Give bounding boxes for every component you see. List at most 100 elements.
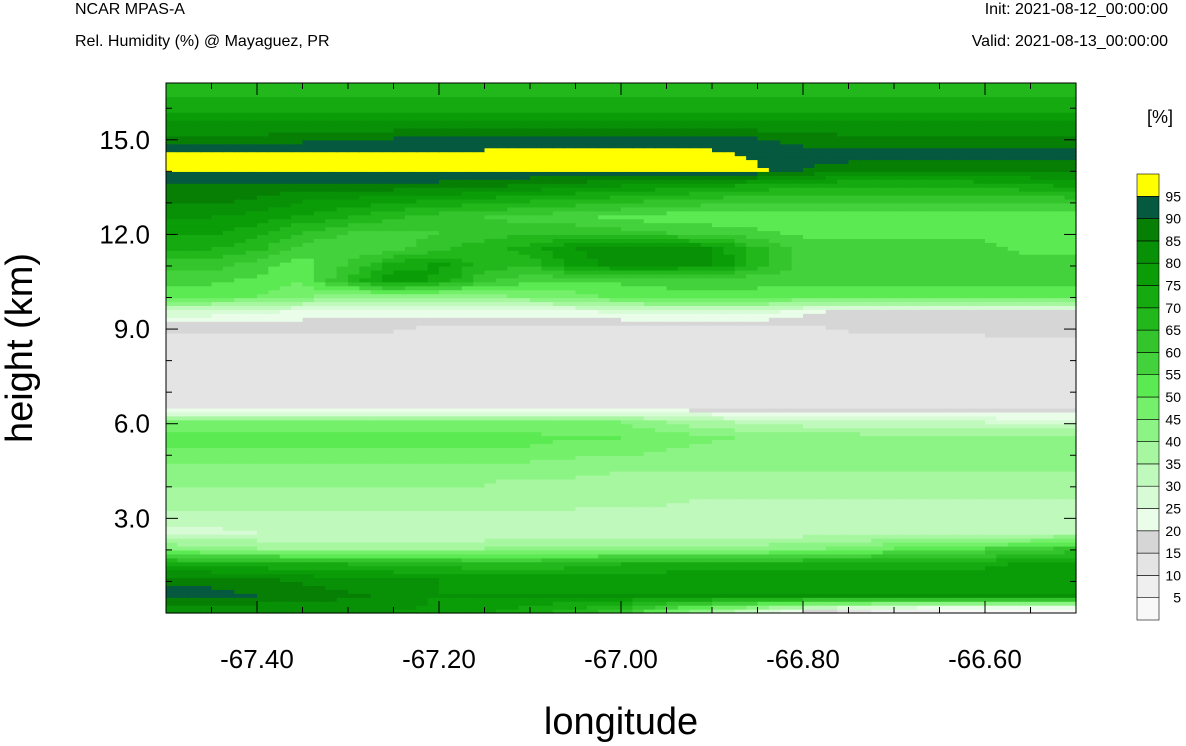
heatmap-cell	[359, 404, 372, 409]
heatmap-cell	[928, 423, 941, 429]
heatmap-cell	[780, 498, 793, 504]
heatmap-cell	[404, 396, 417, 401]
heatmap-cell	[1053, 447, 1066, 452]
heatmap-cell	[677, 518, 690, 523]
heatmap-cell	[416, 494, 429, 500]
heatmap-cell	[416, 569, 429, 575]
heatmap-cell	[416, 364, 429, 370]
heatmap-cell	[655, 573, 668, 579]
heatmap-cell	[484, 561, 497, 567]
heatmap-cell	[1041, 404, 1054, 409]
heatmap-cell	[279, 447, 292, 452]
heatmap-cell	[609, 478, 622, 484]
heatmap-cell	[450, 463, 463, 468]
heatmap-cell	[621, 605, 633, 610]
heatmap-cell	[780, 439, 793, 445]
heatmap-cell	[643, 569, 656, 575]
heatmap-cell	[222, 376, 235, 381]
heatmap-cell	[473, 407, 486, 413]
heatmap-cell	[541, 471, 554, 476]
heatmap-cell	[222, 392, 235, 397]
heatmap-cell	[313, 530, 326, 535]
heatmap-cell	[245, 443, 258, 448]
heatmap-cell	[382, 463, 395, 468]
heatmap-cell	[814, 380, 827, 385]
heatmap-cell	[700, 605, 713, 610]
heatmap-cell	[985, 569, 997, 575]
heatmap-cell	[586, 518, 599, 523]
heatmap-cell	[973, 561, 986, 567]
heatmap-cell	[313, 415, 326, 421]
heatmap-cell	[484, 490, 497, 496]
heatmap-cell	[939, 514, 952, 519]
heatmap-cell	[962, 518, 975, 523]
heatmap-cell	[484, 435, 497, 441]
heatmap-cell	[439, 534, 451, 539]
heatmap-cell	[177, 601, 190, 606]
heatmap-cell	[1007, 376, 1020, 381]
heatmap-cell	[450, 404, 463, 409]
heatmap-cell	[382, 534, 395, 539]
heatmap-cell	[382, 561, 395, 567]
heatmap-cell	[313, 459, 326, 464]
heatmap-cell	[416, 474, 429, 480]
heatmap-cell	[450, 553, 463, 559]
heatmap-cell	[973, 593, 986, 598]
heatmap-cell	[1041, 534, 1054, 539]
heatmap-cell	[780, 534, 793, 539]
heatmap-cell	[586, 463, 599, 468]
heatmap-cell	[746, 384, 759, 389]
heatmap-cell	[746, 404, 759, 409]
heatmap-cell	[222, 447, 235, 452]
heatmap-cell	[746, 471, 759, 476]
heatmap-cell	[598, 482, 611, 488]
heatmap-cell	[234, 494, 247, 500]
heatmap-cell	[382, 585, 395, 590]
heatmap-cell	[188, 486, 201, 492]
heatmap-cell	[950, 577, 963, 583]
heatmap-cell	[200, 581, 213, 586]
heatmap-cell	[666, 427, 679, 433]
heatmap-cell	[507, 569, 520, 575]
heatmap-cell	[541, 400, 554, 405]
heatmap-cell	[518, 573, 531, 579]
heatmap-cell	[530, 482, 542, 488]
heatmap-cell	[234, 553, 247, 559]
heatmap-cell	[461, 486, 474, 492]
heatmap-cell	[586, 573, 599, 579]
heatmap-cell	[1019, 502, 1032, 508]
heatmap-cell	[814, 404, 827, 409]
heatmap-cell	[518, 443, 531, 448]
heatmap-cell	[564, 589, 577, 594]
heatmap-cell	[700, 431, 713, 437]
heatmap-cell	[200, 364, 213, 370]
heatmap-cell	[382, 502, 395, 508]
heatmap-cell	[734, 534, 747, 539]
heatmap-cell	[905, 396, 918, 401]
heatmap-cell	[257, 392, 269, 397]
heatmap-cell	[791, 565, 804, 571]
heatmap-cell	[461, 569, 474, 575]
heatmap-cell	[370, 474, 383, 480]
heatmap-cell	[279, 545, 292, 551]
heatmap-cell	[723, 502, 736, 508]
heatmap-cell	[257, 534, 269, 539]
heatmap-cell	[950, 510, 963, 516]
heatmap-cell	[598, 471, 611, 476]
heatmap-cell	[598, 368, 611, 374]
heatmap-cell	[928, 530, 941, 535]
heatmap-cell	[291, 502, 304, 508]
heatmap-cell	[950, 419, 963, 425]
heatmap-cell	[507, 609, 520, 614]
heatmap-cell	[564, 435, 577, 441]
heatmap-cell	[1041, 396, 1054, 401]
heatmap-cell	[291, 597, 304, 602]
heatmap-cell	[245, 431, 258, 437]
heatmap-cell	[473, 455, 486, 460]
heatmap-cell	[177, 526, 190, 531]
heatmap-cell	[700, 404, 713, 409]
heatmap-cell	[166, 601, 178, 606]
heatmap-cell	[313, 589, 326, 594]
heatmap-cell	[837, 467, 850, 472]
heatmap-cell	[530, 447, 542, 452]
